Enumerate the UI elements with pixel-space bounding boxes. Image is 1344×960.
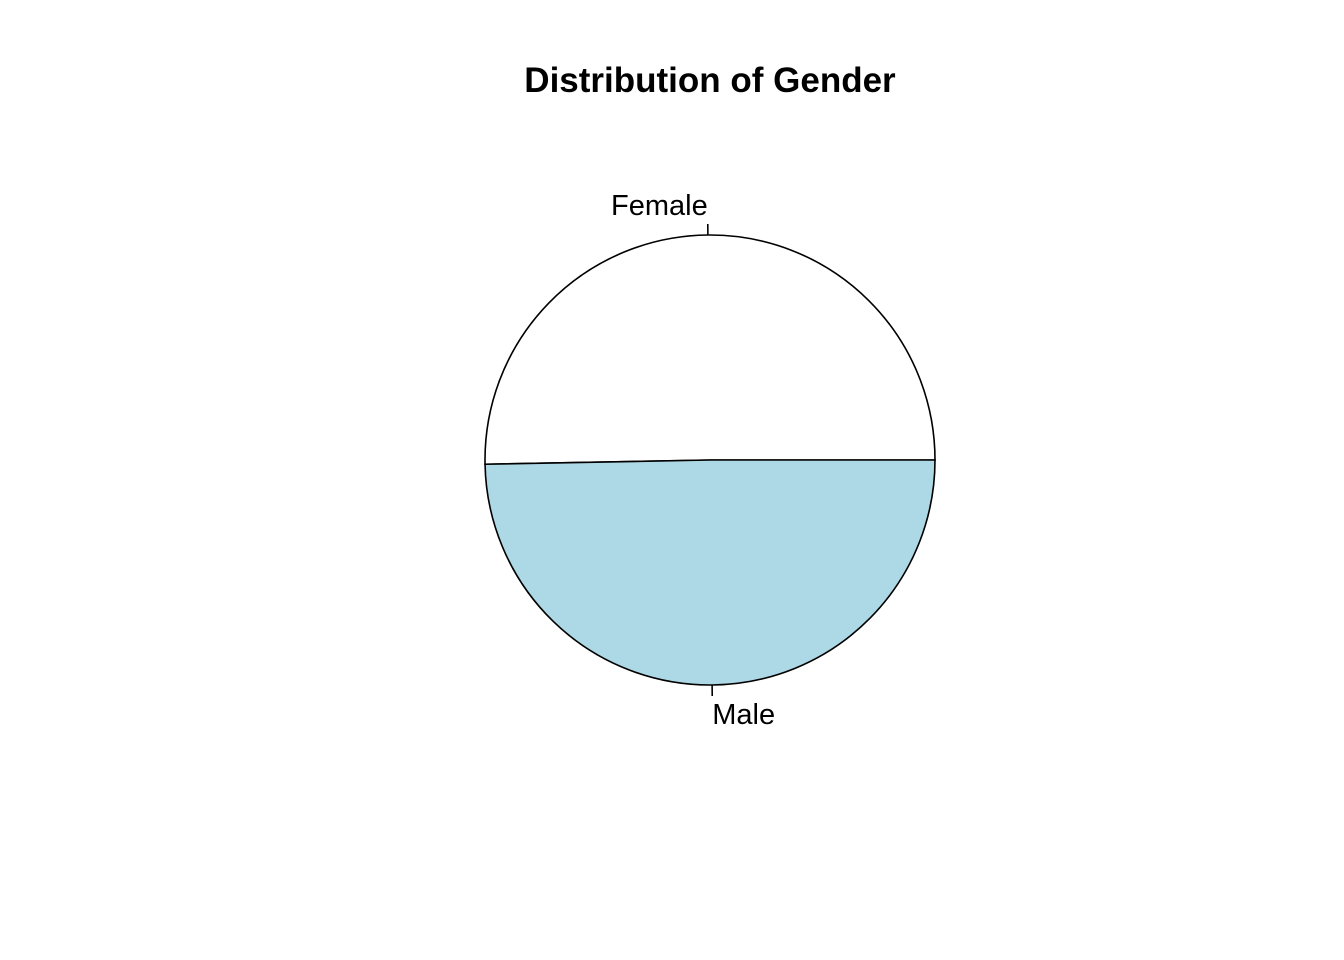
pie-label-female: Female [611,190,708,222]
pie-label-male: Male [712,699,775,731]
pie-slice-male [484,459,936,686]
pie-slices [484,234,936,686]
chart-title: Distribution of Gender [524,61,896,100]
pie-slice-female [484,234,936,466]
pie-label-ticks [706,224,714,696]
pie-labels: Female Male [611,190,775,731]
